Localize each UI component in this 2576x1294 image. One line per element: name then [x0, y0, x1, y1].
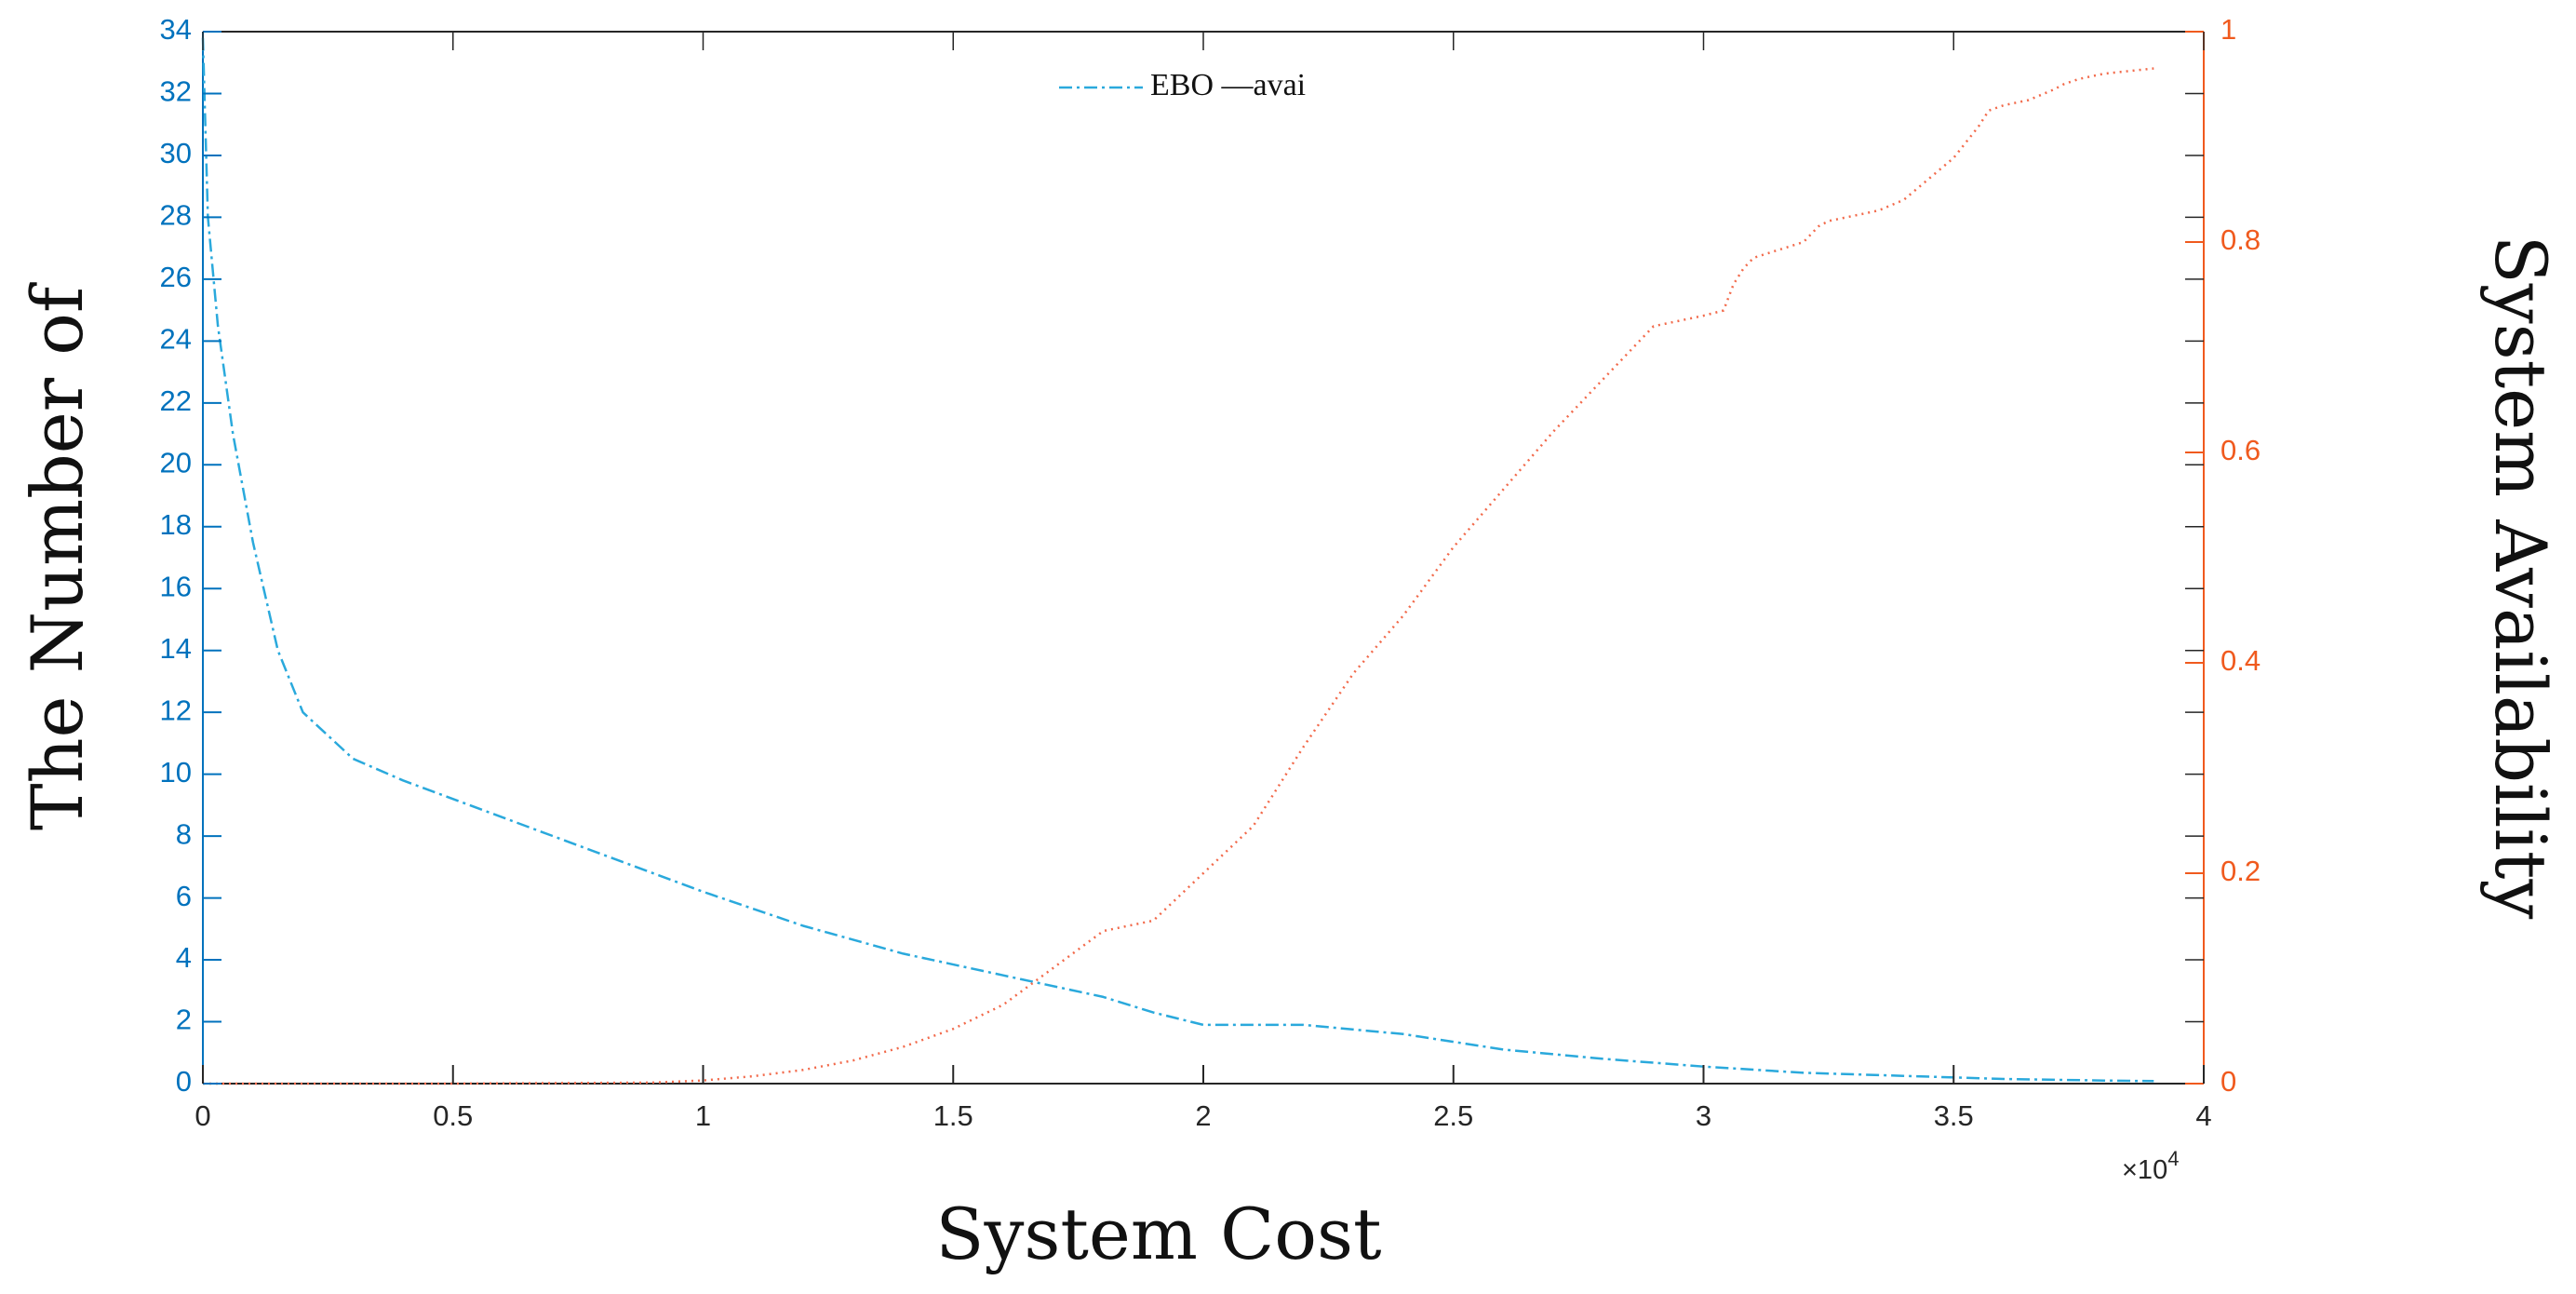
- left-y-tick-label: 12: [160, 694, 192, 726]
- left-y-tick-label: 18: [160, 508, 192, 541]
- x-tick-label: 0: [195, 1099, 210, 1132]
- left-y-tick-label: 8: [176, 817, 192, 850]
- left-y-tick-label: 0: [176, 1065, 192, 1098]
- left-y-tick-label: 30: [160, 137, 192, 169]
- x-tick-label: 0.5: [433, 1099, 473, 1132]
- right-y-axis-title: System Availability: [2479, 236, 2562, 920]
- x-tick-label: 2: [1195, 1099, 1211, 1132]
- ticks-group: 024681012141618202224262830323400.20.40.…: [160, 13, 2261, 1132]
- x-tick-label: 3: [1696, 1099, 1711, 1132]
- right-y-tick-label: 0.2: [2220, 855, 2261, 887]
- left-y-tick-label: 28: [160, 199, 192, 232]
- x-exponent-base: ×10: [2122, 1155, 2167, 1185]
- x-tick-label: 1: [695, 1099, 711, 1132]
- left-y-tick-label: 34: [160, 13, 192, 46]
- left-y-tick-label: 14: [160, 632, 192, 665]
- left-y-tick-label: 6: [176, 880, 192, 912]
- left-y-tick-label: 16: [160, 570, 192, 602]
- x-axis-exponent: ×104: [2122, 1147, 2179, 1185]
- x-axis-title: System Cost: [935, 1193, 1381, 1275]
- left-y-axis-title: The Number of: [16, 282, 99, 830]
- x-tick-label: 3.5: [1934, 1099, 1974, 1132]
- plot-frame: [202, 31, 2205, 1085]
- right-y-tick-label: 0: [2220, 1065, 2236, 1098]
- left-y-tick-label: 20: [160, 446, 192, 479]
- series-group: [201, 37, 2154, 1085]
- left-y-tick-label: 26: [160, 261, 192, 293]
- legend-label: EBO —avai: [1150, 68, 1306, 102]
- x-tick-label: 1.5: [933, 1099, 973, 1132]
- ebo-series-line: [201, 37, 2154, 1083]
- x-tick-label: 4: [2195, 1099, 2211, 1132]
- right-y-tick-label: 0.6: [2220, 434, 2261, 466]
- left-y-tick-label: 22: [160, 384, 192, 417]
- legend: EBO —avai: [1059, 68, 1306, 102]
- right-y-tick-label: 0.4: [2220, 644, 2261, 677]
- right-y-tick-label: 0.8: [2220, 223, 2261, 256]
- right-y-tick-label: 1: [2220, 13, 2236, 46]
- avai-series-line: [203, 67, 2154, 1085]
- x-tick-label: 2.5: [1433, 1099, 1473, 1132]
- left-y-tick-label: 10: [160, 756, 192, 789]
- left-y-tick-label: 4: [176, 941, 192, 974]
- left-y-tick-label: 24: [160, 323, 192, 356]
- x-exponent-power: 4: [2167, 1147, 2179, 1170]
- left-y-tick-label: 32: [160, 75, 192, 108]
- left-y-tick-label: 2: [176, 1004, 192, 1036]
